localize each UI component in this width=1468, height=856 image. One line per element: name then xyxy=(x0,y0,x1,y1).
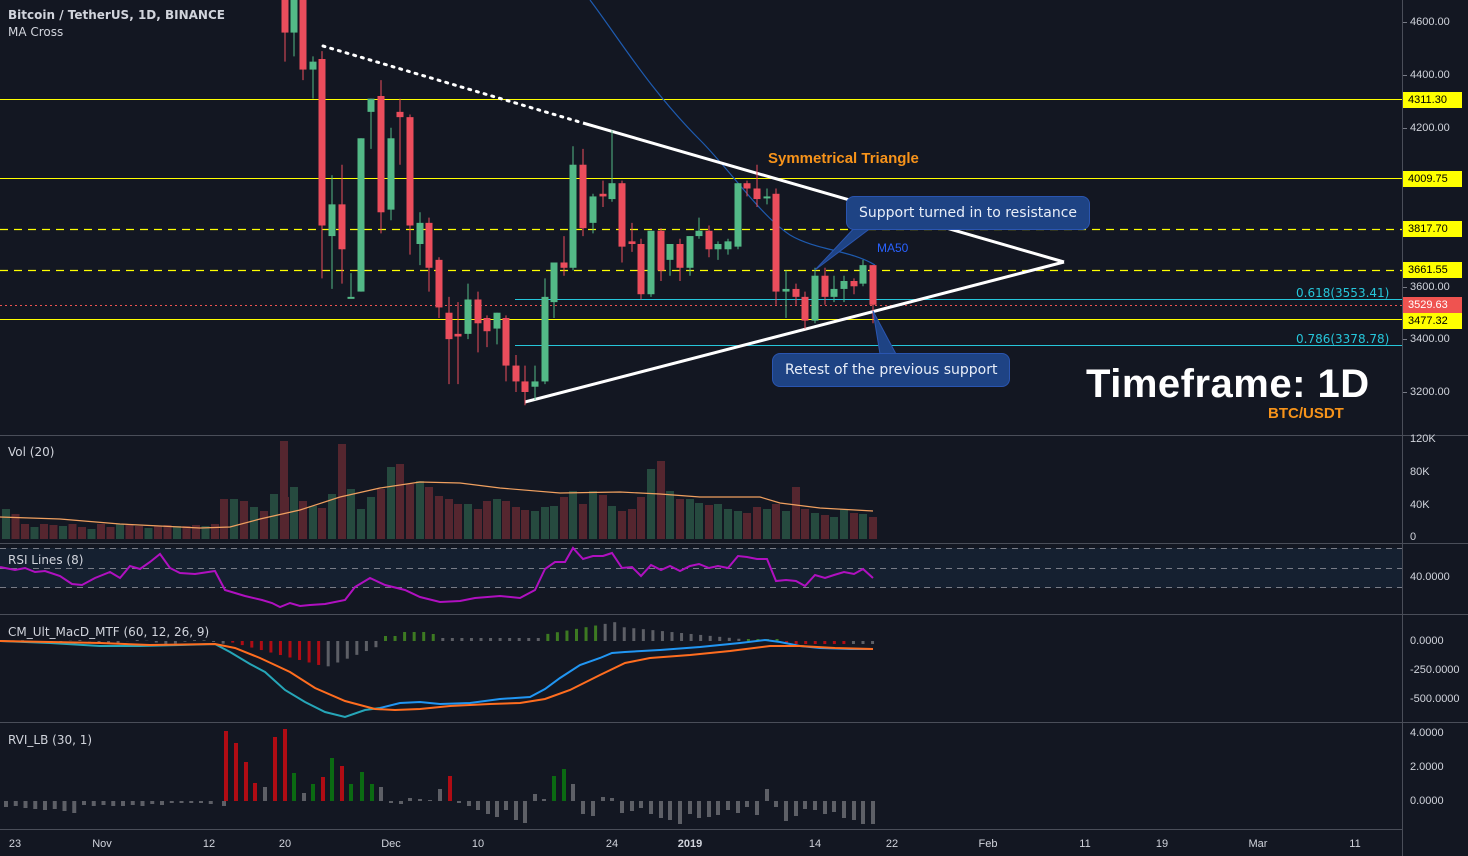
callout-retest-support: Retest of the previous support xyxy=(772,353,1011,387)
macd-tick: -500.0000 xyxy=(1410,693,1460,705)
macd-fast-line xyxy=(379,638,873,709)
candlestick-series xyxy=(281,0,877,406)
study-label-ma-cross[interactable]: MA Cross xyxy=(8,25,64,39)
rvi-tick: 0.0000 xyxy=(1410,795,1444,807)
price-tick: 3600.00 xyxy=(1410,281,1450,293)
time-label: Dec xyxy=(381,838,401,850)
time-label: 24 xyxy=(605,838,619,850)
last-price-tag: 3529.63 xyxy=(1403,297,1462,313)
rsi-line xyxy=(0,546,874,609)
level-tag-4009: 4009.75 xyxy=(1403,171,1462,187)
ma50-label: MA50 xyxy=(877,241,909,255)
volume-pane-label[interactable]: Vol (20) xyxy=(8,445,55,459)
macd-tick: 0.0000 xyxy=(1410,635,1444,647)
volume-tick: 0 xyxy=(1410,531,1417,543)
support-resistance-lines xyxy=(0,99,1402,346)
rvi-tick: 2.0000 xyxy=(1410,761,1444,773)
price-tick: 4600.00 xyxy=(1410,16,1450,28)
rsi-tick: 40.0000 xyxy=(1410,571,1450,583)
macd-signal-line xyxy=(0,640,874,712)
level-tag-3477: 3477.32 xyxy=(1403,313,1462,329)
time-label: 20 xyxy=(278,838,292,850)
volume-tick: 80K xyxy=(1410,466,1430,478)
price-tick: 3400.00 xyxy=(1410,333,1450,345)
rsi-pane-label[interactable]: RSI Lines (8) xyxy=(8,553,84,567)
time-label: 11 xyxy=(1349,838,1361,850)
rvi-pane-label[interactable]: RVI_LB (30, 1) xyxy=(8,733,93,747)
volume-tick: 40K xyxy=(1410,499,1430,511)
pattern-label: Symmetrical Triangle xyxy=(768,150,919,167)
macd-pane-label[interactable]: CM_Ult_MacD_MTF (60, 12, 26, 9) xyxy=(8,625,210,639)
time-label: 23 xyxy=(8,838,22,850)
macd-cyan-line xyxy=(0,640,381,719)
timeframe-label: Timeframe: 1D xyxy=(1086,362,1370,406)
symmetrical-triangle xyxy=(321,44,1065,404)
fib-786-label: 0.786(3378.78) xyxy=(1296,332,1390,346)
fib-618-label: 0.618(3553.41) xyxy=(1296,286,1390,300)
time-label: Feb xyxy=(978,838,998,850)
time-label: 10 xyxy=(471,838,485,850)
price-axis-ticks xyxy=(1403,22,1407,393)
level-tag-3817: 3817.70 xyxy=(1403,221,1462,237)
level-tag-4311: 4311.30 xyxy=(1403,92,1462,108)
time-label: 14 xyxy=(808,838,822,850)
ma50-line xyxy=(589,0,876,266)
volume-tick: 120K xyxy=(1410,433,1436,445)
time-label: Mar xyxy=(1248,838,1268,850)
price-tick: 4400.00 xyxy=(1410,69,1450,81)
time-label: 2019 xyxy=(677,838,703,850)
volume-ma-line xyxy=(0,481,874,529)
level-tag-3661: 3661.55 xyxy=(1403,262,1462,278)
rvi-histogram xyxy=(4,729,875,824)
time-label: Nov xyxy=(92,838,112,850)
price-tick: 3200.00 xyxy=(1410,386,1450,398)
rvi-tick: 4.0000 xyxy=(1410,727,1444,739)
rsi-levels xyxy=(0,548,1402,588)
time-label: 19 xyxy=(1155,838,1169,850)
price-tick: 4200.00 xyxy=(1410,122,1450,134)
time-label: 22 xyxy=(885,838,899,850)
callout-support-turned-resistance: Support turned in to resistance xyxy=(846,196,1090,230)
pair-label: BTC/USDT xyxy=(1268,405,1344,422)
symbol-title[interactable]: Bitcoin / TetherUS, 1D, BINANCE xyxy=(8,8,225,22)
volume-histogram xyxy=(2,441,877,539)
time-label: 11 xyxy=(1079,838,1091,850)
time-label: 12 xyxy=(202,838,216,850)
macd-tick: -250.0000 xyxy=(1410,664,1460,676)
